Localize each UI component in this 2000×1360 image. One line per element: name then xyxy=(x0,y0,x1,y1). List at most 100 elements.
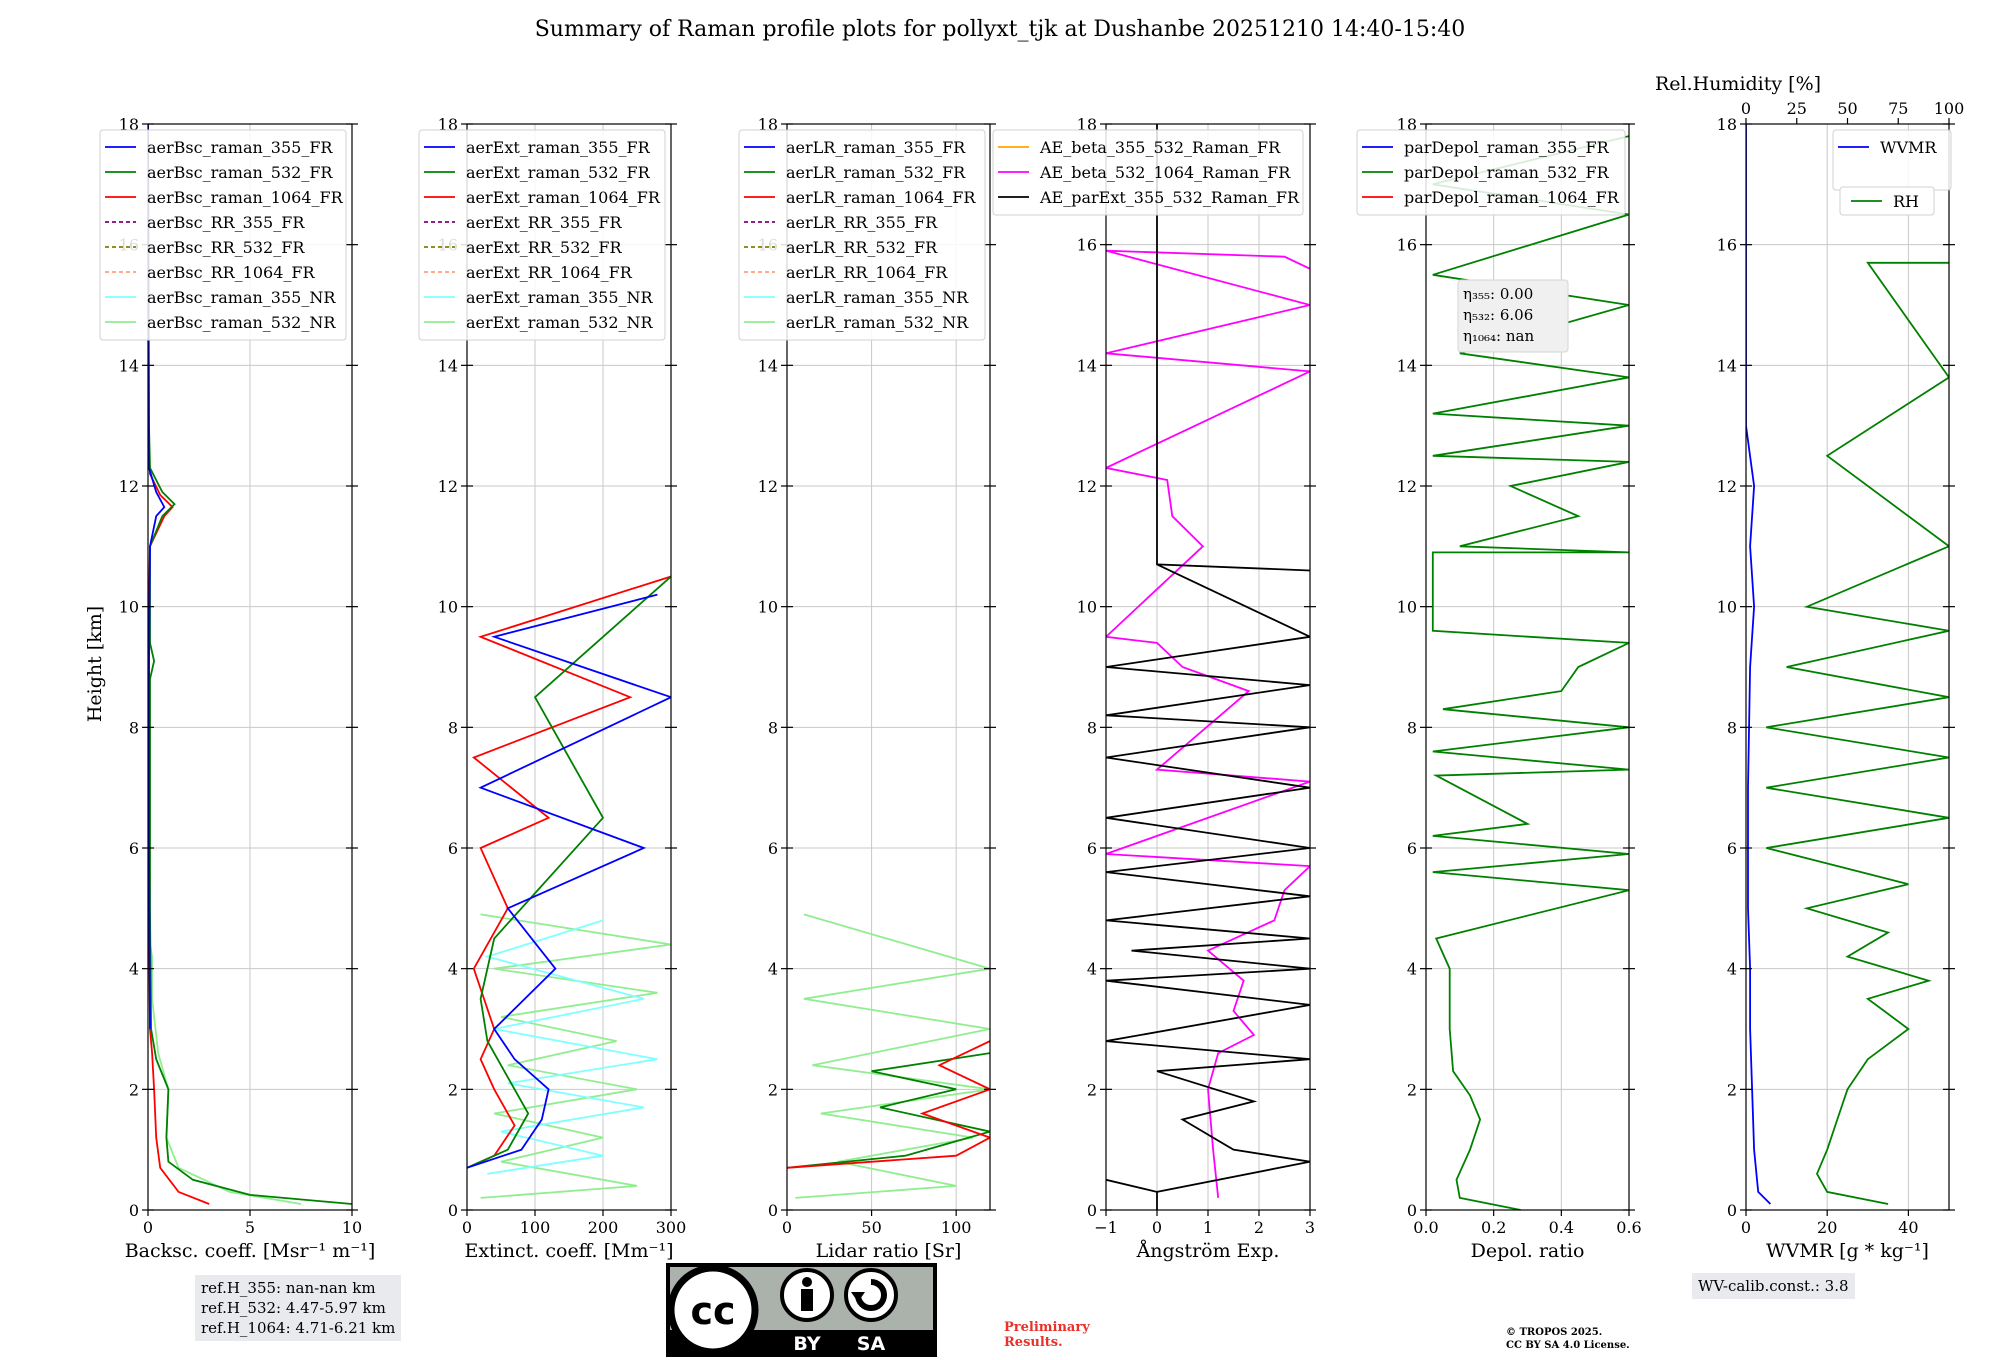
y-tick-label: 0 xyxy=(1727,1201,1737,1220)
y-tick-label: 8 xyxy=(1727,718,1737,737)
y-tick-label: 18 xyxy=(119,115,139,134)
sa-arrow-arc xyxy=(855,1279,887,1311)
y-tick-label: 4 xyxy=(1087,960,1097,979)
legend-label: aerBsc_RR_532_FR xyxy=(147,238,305,257)
preliminary-note: Preliminary Results. xyxy=(1004,1320,1090,1350)
series-aerBsc_raman_355_FR xyxy=(148,124,166,1030)
series-group xyxy=(787,913,990,1199)
x-tick-label: 1 xyxy=(1203,1218,1213,1237)
y-tick-label: 8 xyxy=(1407,718,1417,737)
series-group xyxy=(1746,124,1949,1205)
legend-label: aerBsc_raman_355_NR xyxy=(147,288,336,307)
y-tick-label: 18 xyxy=(1397,115,1417,134)
eta-annotation-line: η₁₀₆₄: nan xyxy=(1463,327,1534,345)
top-x-tick-label: 100 xyxy=(1934,99,1965,118)
legend-label: aerExt_raman_355_FR xyxy=(466,138,651,157)
y-tick-label: 8 xyxy=(129,718,139,737)
person-body xyxy=(801,1289,813,1311)
y-tick-label: 12 xyxy=(1717,477,1737,496)
legend-label: aerLR_RR_532_FR xyxy=(786,238,938,257)
y-tick-label: 4 xyxy=(1727,960,1737,979)
eta-annotation-line: η₅₃₂: 6.06 xyxy=(1463,306,1533,324)
x-tick-label: −1 xyxy=(1094,1218,1118,1237)
y-axis-label: Height [km] xyxy=(84,606,106,722)
y-tick-label: 8 xyxy=(768,718,778,737)
cc-text: cc xyxy=(690,1289,735,1333)
series-group xyxy=(148,124,352,1205)
series-aerExt_raman_1064_FR xyxy=(467,575,671,1169)
x-tick-label: 40 xyxy=(1898,1218,1918,1237)
y-tick-label: 6 xyxy=(1407,839,1417,858)
top-x-tick-label: 50 xyxy=(1837,99,1857,118)
y-tick-label: 12 xyxy=(1397,477,1417,496)
series-aerLR_raman_532_NR xyxy=(795,913,990,1199)
legend-label: aerBsc_raman_532_FR xyxy=(147,163,333,182)
legend-label: aerLR_raman_532_FR xyxy=(786,163,966,182)
preliminary-line-2: Results. xyxy=(1004,1335,1063,1350)
y-tick-label: 4 xyxy=(448,960,458,979)
y-tick-label: 4 xyxy=(1407,960,1417,979)
legend-label: WVMR xyxy=(1880,138,1937,157)
legend-label: parDepol_raman_355_FR xyxy=(1404,138,1610,157)
legend-label: aerExt_RR_355_FR xyxy=(466,213,623,232)
y-tick-label: 12 xyxy=(1077,477,1097,496)
legend-frame xyxy=(992,129,1304,216)
y-tick-label: 0 xyxy=(129,1201,139,1220)
panel-extinction: 0246810121416180100200300Extinct. coeff.… xyxy=(418,115,686,1262)
x-tick-label: 3 xyxy=(1305,1218,1315,1237)
legend-label: aerBsc_raman_355_FR xyxy=(147,138,333,157)
plot-frame xyxy=(1425,123,1630,1211)
y-tick-label: 6 xyxy=(448,839,458,858)
person-head xyxy=(802,1277,812,1287)
y-tick-label: 2 xyxy=(1727,1080,1737,1099)
y-tick-label: 12 xyxy=(438,477,458,496)
y-tick-label: 4 xyxy=(768,960,778,979)
series-aerBsc_raman_532_FR xyxy=(148,124,352,1205)
series-group xyxy=(1106,124,1310,1210)
top-x-tick-label: 0 xyxy=(1741,99,1751,118)
y-tick-label: 16 xyxy=(1077,236,1097,255)
legend-label: aerBsc_RR_355_FR xyxy=(147,213,305,232)
legend-label: aerLR_RR_355_FR xyxy=(786,213,938,232)
y-tick-label: 6 xyxy=(1087,839,1097,858)
y-tick-label: 18 xyxy=(438,115,458,134)
y-tick-label: 10 xyxy=(1717,598,1737,617)
x-axis-label: WVMR [g * kg⁻¹] xyxy=(1766,1240,1929,1262)
x-tick-label: 0.4 xyxy=(1549,1218,1574,1237)
x-tick-label: 100 xyxy=(520,1218,551,1237)
copyright-note: © TROPOS 2025. CC BY SA 4.0 License. xyxy=(1506,1326,1630,1352)
y-tick-label: 16 xyxy=(1397,236,1417,255)
x-axis-label: Extinct. coeff. [Mm⁻¹] xyxy=(464,1240,673,1262)
by-label: BY xyxy=(793,1333,820,1355)
cc-license-badge: cc BY SA xyxy=(666,1263,937,1357)
x-axis-label: Ångström Exp. xyxy=(1136,1240,1280,1262)
sa-label: SA xyxy=(857,1333,886,1355)
top-x-tick-label: 75 xyxy=(1888,99,1908,118)
series-aerLR_raman_532_FR xyxy=(787,1052,990,1169)
panel-depol: 0 2 4 6 8 10 12 14 16 18 0.0 0.2 0.4 0.6 Depol. ratio p… xyxy=(1356,115,1642,1262)
x-tick-label: 0.2 xyxy=(1481,1218,1506,1237)
panel-lidar_ratio: 024681012141618050100Lidar ratio [Sr]aer… xyxy=(738,115,996,1262)
series-aerExt_raman_532_NR xyxy=(480,913,671,1199)
x-tick-label: 200 xyxy=(588,1218,619,1237)
legend-label: aerLR_raman_355_FR xyxy=(786,138,966,157)
series-parDepol_raman_532_FR xyxy=(1431,135,1629,1210)
legend-label: parDepol_raman_1064_FR xyxy=(1404,188,1620,207)
y-tick-label: 6 xyxy=(768,839,778,858)
y-tick-label: 10 xyxy=(758,598,778,617)
x-tick-label: 0.6 xyxy=(1616,1218,1641,1237)
plot-frame xyxy=(786,123,991,1211)
sa-arrow-head xyxy=(851,1292,865,1302)
copyright-line-1: © TROPOS 2025. xyxy=(1506,1327,1603,1338)
y-tick-label: 0 xyxy=(1407,1201,1417,1220)
series-group xyxy=(467,575,671,1199)
y-tick-label: 14 xyxy=(119,356,139,375)
legend-label: aerBsc_raman_1064_FR xyxy=(147,188,344,207)
y-tick-label: 12 xyxy=(119,477,139,496)
y-tick-label: 2 xyxy=(1087,1080,1097,1099)
x-tick-label: 0 xyxy=(1741,1218,1751,1237)
legend-label: aerLR_raman_532_NR xyxy=(786,313,969,332)
